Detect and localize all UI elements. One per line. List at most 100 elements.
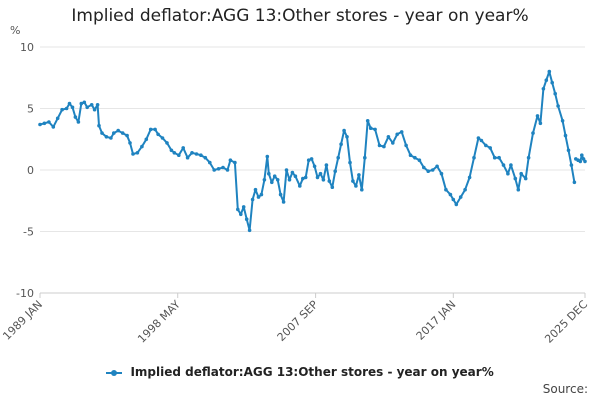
data-point[interactable]	[526, 155, 531, 160]
data-point[interactable]	[550, 80, 554, 85]
data-point[interactable]	[199, 153, 203, 157]
data-point[interactable]	[55, 116, 60, 121]
data-point[interactable]	[64, 106, 69, 111]
data-point[interactable]	[463, 187, 467, 192]
data-point[interactable]	[60, 107, 64, 112]
data-point[interactable]	[333, 169, 338, 173]
data-point[interactable]	[89, 103, 94, 107]
data-point[interactable]	[165, 141, 169, 145]
data-point[interactable]	[270, 180, 274, 185]
data-point[interactable]	[324, 163, 329, 167]
data-point[interactable]	[309, 157, 314, 161]
data-point[interactable]	[236, 207, 240, 212]
data-point[interactable]	[547, 69, 552, 74]
data-point[interactable]	[128, 141, 132, 145]
data-point[interactable]	[67, 101, 72, 106]
data-point[interactable]	[467, 175, 472, 180]
data-point[interactable]	[104, 135, 109, 139]
data-point[interactable]	[541, 87, 546, 91]
data-point[interactable]	[190, 151, 194, 155]
data-point[interactable]	[239, 212, 243, 217]
data-point[interactable]	[109, 136, 113, 140]
data-point[interactable]	[404, 143, 408, 148]
data-point[interactable]	[262, 178, 267, 182]
data-point[interactable]	[327, 179, 332, 183]
data-point[interactable]	[177, 153, 181, 157]
data-point[interactable]	[185, 155, 190, 160]
data-point[interactable]	[181, 146, 185, 150]
data-point[interactable]	[216, 167, 221, 171]
data-point[interactable]	[506, 171, 510, 176]
data-point[interactable]	[247, 228, 252, 233]
data-point[interactable]	[476, 136, 481, 140]
data-point[interactable]	[342, 128, 346, 133]
data-point[interactable]	[135, 151, 140, 155]
data-point[interactable]	[256, 195, 261, 199]
data-point[interactable]	[112, 131, 116, 135]
data-point[interactable]	[472, 155, 476, 160]
data-point[interactable]	[281, 200, 286, 204]
data-point[interactable]	[144, 137, 149, 142]
data-point[interactable]	[417, 158, 422, 162]
data-point[interactable]	[267, 171, 271, 176]
data-point[interactable]	[125, 133, 129, 138]
data-point[interactable]	[357, 173, 361, 177]
data-point[interactable]	[82, 100, 87, 105]
data-point[interactable]	[583, 159, 587, 164]
data-point[interactable]	[85, 105, 89, 110]
data-point[interactable]	[100, 131, 104, 135]
data-point[interactable]	[284, 168, 289, 172]
data-point[interactable]	[208, 160, 212, 165]
data-point[interactable]	[79, 101, 84, 106]
data-point[interactable]	[560, 119, 565, 123]
data-point[interactable]	[38, 122, 42, 127]
data-point[interactable]	[290, 170, 295, 175]
data-point[interactable]	[169, 148, 174, 153]
data-point[interactable]	[360, 187, 364, 192]
data-point[interactable]	[303, 175, 308, 180]
data-point[interactable]	[250, 197, 255, 202]
data-point[interactable]	[509, 163, 513, 167]
data-point[interactable]	[318, 171, 323, 176]
data-point[interactable]	[265, 154, 270, 159]
data-point[interactable]	[153, 127, 157, 132]
data-point[interactable]	[70, 105, 75, 110]
data-point[interactable]	[386, 135, 391, 139]
data-point[interactable]	[345, 135, 349, 139]
data-point[interactable]	[221, 165, 225, 170]
data-point[interactable]	[244, 217, 249, 221]
data-point[interactable]	[336, 155, 341, 160]
data-point[interactable]	[241, 205, 246, 209]
data-point[interactable]	[569, 163, 574, 167]
data-point[interactable]	[458, 195, 463, 199]
data-point[interactable]	[513, 176, 518, 181]
data-point[interactable]	[330, 185, 335, 189]
data-point[interactable]	[479, 138, 484, 143]
data-point[interactable]	[140, 144, 144, 149]
data-point[interactable]	[572, 180, 577, 185]
data-point[interactable]	[492, 155, 497, 160]
data-point[interactable]	[298, 184, 302, 188]
data-point[interactable]	[578, 159, 583, 164]
data-point[interactable]	[225, 168, 230, 172]
data-point[interactable]	[535, 114, 540, 118]
data-point[interactable]	[556, 104, 560, 108]
data-point[interactable]	[544, 78, 549, 82]
data-point[interactable]	[365, 119, 370, 123]
data-point[interactable]	[194, 152, 199, 156]
data-point[interactable]	[523, 176, 528, 181]
data-point[interactable]	[315, 175, 320, 180]
data-point[interactable]	[373, 127, 377, 132]
data-point[interactable]	[116, 128, 120, 133]
data-point[interactable]	[339, 142, 343, 146]
data-point[interactable]	[259, 192, 264, 197]
data-point[interactable]	[430, 168, 435, 172]
data-point[interactable]	[203, 155, 208, 160]
data-point[interactable]	[51, 125, 56, 129]
data-point[interactable]	[306, 158, 311, 162]
data-point[interactable]	[413, 155, 417, 160]
data-point[interactable]	[287, 178, 292, 182]
data-point[interactable]	[351, 179, 355, 183]
data-point[interactable]	[321, 178, 326, 182]
data-point[interactable]	[580, 153, 584, 157]
